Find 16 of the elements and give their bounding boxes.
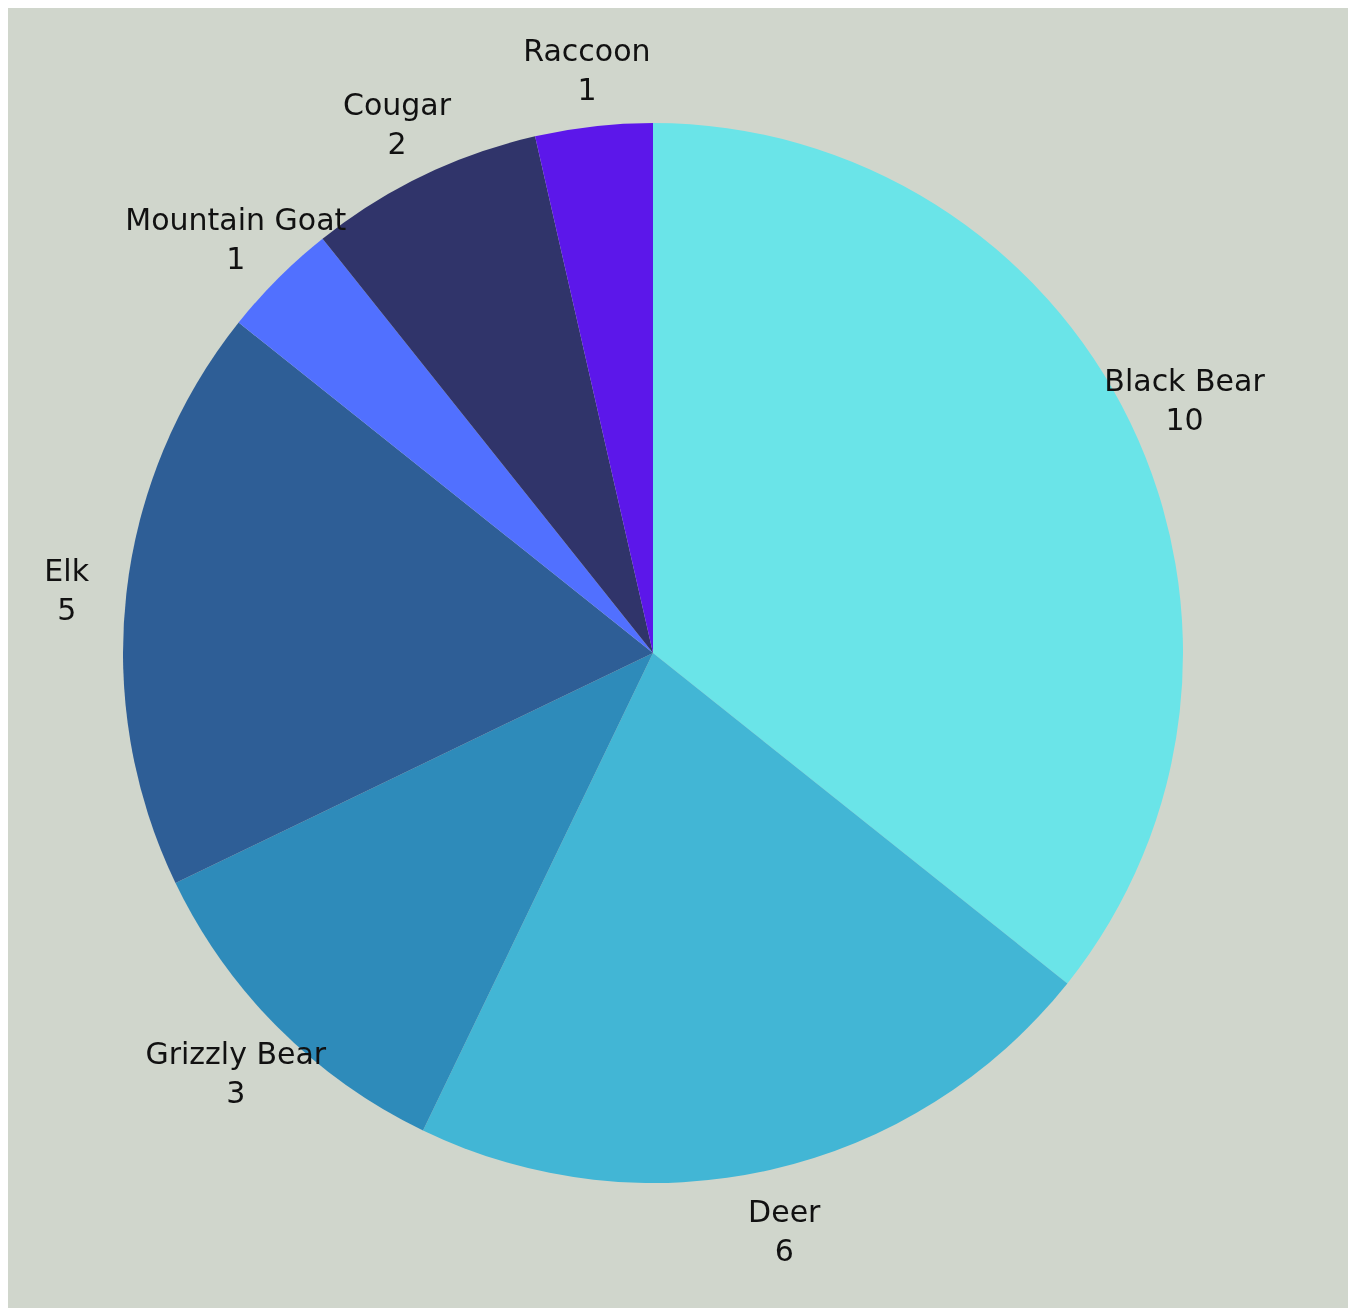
- data-label: 3: [226, 1075, 246, 1111]
- data-label: 10: [1165, 402, 1204, 438]
- slice-label: Cougar: [342, 87, 452, 123]
- slice-label: Mountain Goat: [125, 201, 347, 237]
- slice-label: Raccoon: [523, 32, 651, 68]
- slice-label: Black Bear: [1104, 363, 1266, 399]
- pie-slice: [535, 123, 653, 653]
- slice-label: Elk: [44, 552, 90, 588]
- pie-slice: [423, 653, 1068, 1183]
- data-label: 5: [57, 591, 77, 627]
- pie-slice: [123, 322, 653, 883]
- data-label: 2: [387, 126, 407, 162]
- data-label: 6: [774, 1233, 794, 1269]
- data-label: 1: [226, 240, 246, 276]
- data-label: 1: [577, 71, 597, 107]
- slice-label: Deer: [748, 1194, 822, 1230]
